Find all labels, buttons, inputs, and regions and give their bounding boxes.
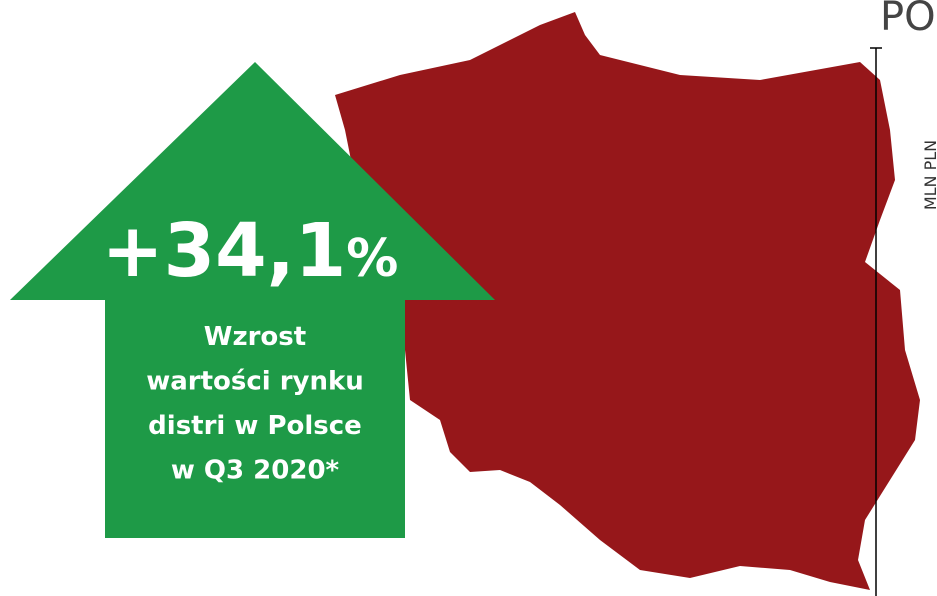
arrow-head xyxy=(10,62,495,300)
description-line: Wzrost xyxy=(204,322,306,352)
growth-number: +34,1 xyxy=(102,208,347,294)
description-line: distri w Polsce xyxy=(148,411,362,441)
description-line: wartości rynku xyxy=(146,367,364,397)
growth-value: +34,1% xyxy=(102,208,399,294)
map-poland xyxy=(335,12,920,590)
description: Wzrost wartości rynku distri w Polsce w Q3 … xyxy=(146,322,364,486)
description-line: w Q3 2020* xyxy=(171,456,340,486)
axis-label: MLN PLN xyxy=(921,140,937,210)
arrow-body xyxy=(105,299,405,538)
growth-unit: % xyxy=(346,229,398,289)
page-title: PO xyxy=(880,0,936,40)
